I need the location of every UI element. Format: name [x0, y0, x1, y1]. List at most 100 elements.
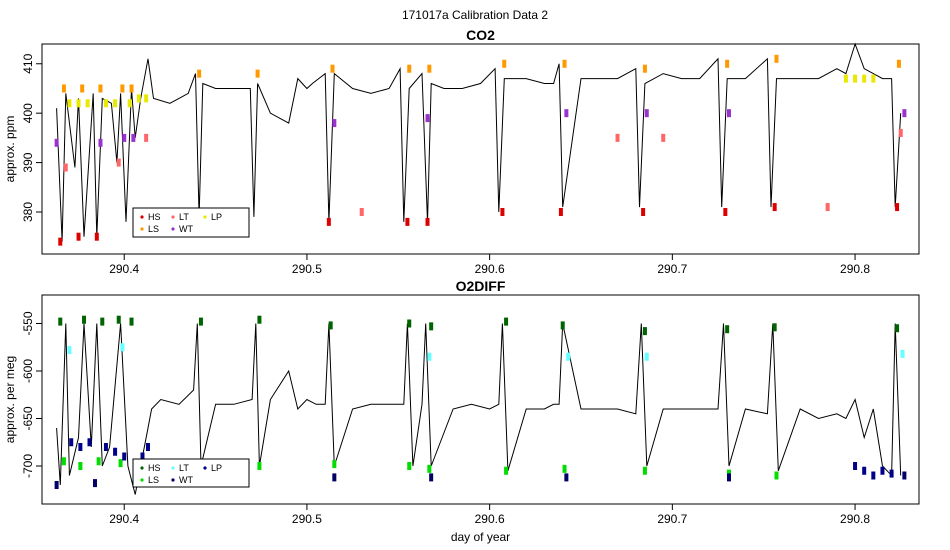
co2-ls-point [129, 84, 134, 93]
co2-legend-swatch [140, 227, 144, 231]
co2-lp-point [843, 74, 848, 83]
co2-legend-box [132, 207, 250, 238]
o2diff-wt-point [332, 473, 337, 482]
co2-hs-point [558, 208, 563, 216]
o2diff-wt-point [429, 473, 434, 482]
co2-lp-point [136, 94, 141, 103]
co2-hs-point [641, 208, 646, 216]
o2diff-chart-content: 290.4 290.5 290.6 290.7 290.8 -700 -650 -600 -55… [21, 311, 907, 526]
co2-ls-point [120, 84, 125, 93]
o2diff-ls-point [642, 466, 647, 475]
co2-lp-point [85, 99, 90, 108]
co2-wt-point [644, 109, 649, 118]
o2diff-hs-point [82, 315, 87, 324]
co2-panel-title: CO2 [466, 27, 495, 43]
o2diff-hs-point [772, 323, 777, 332]
o2diff-x-tick-label: 290.4 [109, 512, 139, 526]
o2diff-wt-point [564, 473, 569, 482]
o2diff-lp-point [69, 438, 74, 447]
o2diff-lp-point [871, 471, 876, 480]
o2diff-ls-point [504, 466, 509, 475]
co2-hs-point [723, 208, 728, 216]
o2diff-legend-label: LS [148, 475, 159, 485]
co2-lp-point [67, 99, 72, 108]
co2-chart-content: 290.4 290.5 290.6 290.7 290.8 380 390 400 410 HS L… [21, 42, 907, 276]
o2diff-legend-label: HS [148, 463, 161, 473]
co2-ls-point [330, 64, 335, 73]
co2-plot-frame [41, 43, 920, 255]
co2-hs-point [76, 232, 81, 241]
co2-x-tick-label: 290.8 [840, 262, 870, 276]
o2diff-wt-point [726, 473, 731, 482]
o2diff-lp-point [853, 462, 858, 470]
co2-ls-point [255, 69, 260, 78]
o2diff-lt-point [427, 352, 432, 361]
o2diff-lt-point [566, 352, 571, 361]
o2diff-ls-point [61, 457, 66, 466]
co2-ls-point [197, 69, 202, 78]
co2-legend-label: LP [211, 212, 222, 222]
co2-lp-point [853, 74, 858, 83]
co2-y-tick-label: 400 [21, 103, 35, 123]
co2-x-tick-label: 290.4 [109, 262, 139, 276]
o2diff-lt-point [120, 343, 125, 352]
co2-lp-point [113, 99, 118, 108]
co2-ls-point [98, 84, 103, 93]
co2-ls-point [562, 59, 567, 68]
o2diff-hs-point [895, 324, 900, 333]
co2-hs-point [58, 237, 63, 246]
co2-wt-point [332, 119, 337, 128]
o2diff-hs-point [642, 327, 647, 336]
o2diff-lt-point [67, 346, 72, 355]
co2-lt-point [359, 208, 364, 216]
o2diff-ls-point [78, 462, 83, 470]
o2diff-lt-point [900, 349, 905, 358]
o2diff-lp-point [113, 447, 118, 456]
figure-super-title: 171017a Calibration Data 2 [402, 8, 548, 22]
co2-wt-point [726, 109, 731, 118]
co2-wt-point [131, 133, 136, 142]
co2-ls-point [642, 64, 647, 73]
co2-lp-point [127, 99, 132, 108]
o2diff-x-tick-label: 290.8 [840, 512, 870, 526]
co2-ls-point [427, 64, 432, 73]
o2diff-ls-point [562, 464, 567, 473]
o2diff-hs-point [725, 325, 730, 334]
o2diff-ls-point [96, 457, 101, 466]
co2-wt-point [902, 109, 907, 118]
co2-hs-point [772, 203, 777, 212]
o2diff-lp-point [87, 438, 92, 447]
co2-hs-point [895, 203, 900, 212]
co2-ls-point [502, 59, 507, 68]
o2diff-legend-box [132, 458, 250, 488]
co2-lt-point [144, 133, 149, 142]
co2-y-tick-label: 380 [21, 202, 35, 222]
co2-wt-point [564, 109, 569, 118]
co2-y-tick-label: 410 [21, 53, 35, 73]
co2-hs-point [500, 208, 505, 216]
o2diff-legend-swatch [140, 478, 144, 482]
o2diff-lp-point [145, 443, 150, 451]
o2diff-legend-swatch [203, 466, 207, 470]
co2-y-tick-label: 390 [21, 152, 35, 172]
co2-legend-label: HS [148, 212, 161, 222]
co2-legend-swatch [171, 227, 175, 231]
co2-ls-point [61, 84, 66, 93]
o2diff-lp-point [880, 466, 885, 475]
co2-lt-point [661, 133, 666, 142]
o2diff-x-tick-label: 290.6 [475, 512, 505, 526]
co2-wt-point [122, 133, 127, 142]
co2-legend-label: LT [179, 212, 189, 222]
o2diff-wt-point [92, 479, 97, 488]
o2diff-lp-point [122, 452, 127, 461]
co2-legend-label: WT [179, 224, 193, 234]
co2-x-tick-label: 290.5 [292, 262, 322, 276]
co2-trace-line [56, 42, 902, 242]
o2diff-hs-point [560, 321, 565, 330]
o2diff-y-tick-label: -650 [21, 406, 35, 430]
o2diff-legend-label: LT [179, 463, 189, 473]
o2diff-y-tick-label: -600 [21, 359, 35, 383]
o2diff-lp-point [103, 443, 108, 451]
co2-x-tick-label: 290.7 [657, 262, 687, 276]
